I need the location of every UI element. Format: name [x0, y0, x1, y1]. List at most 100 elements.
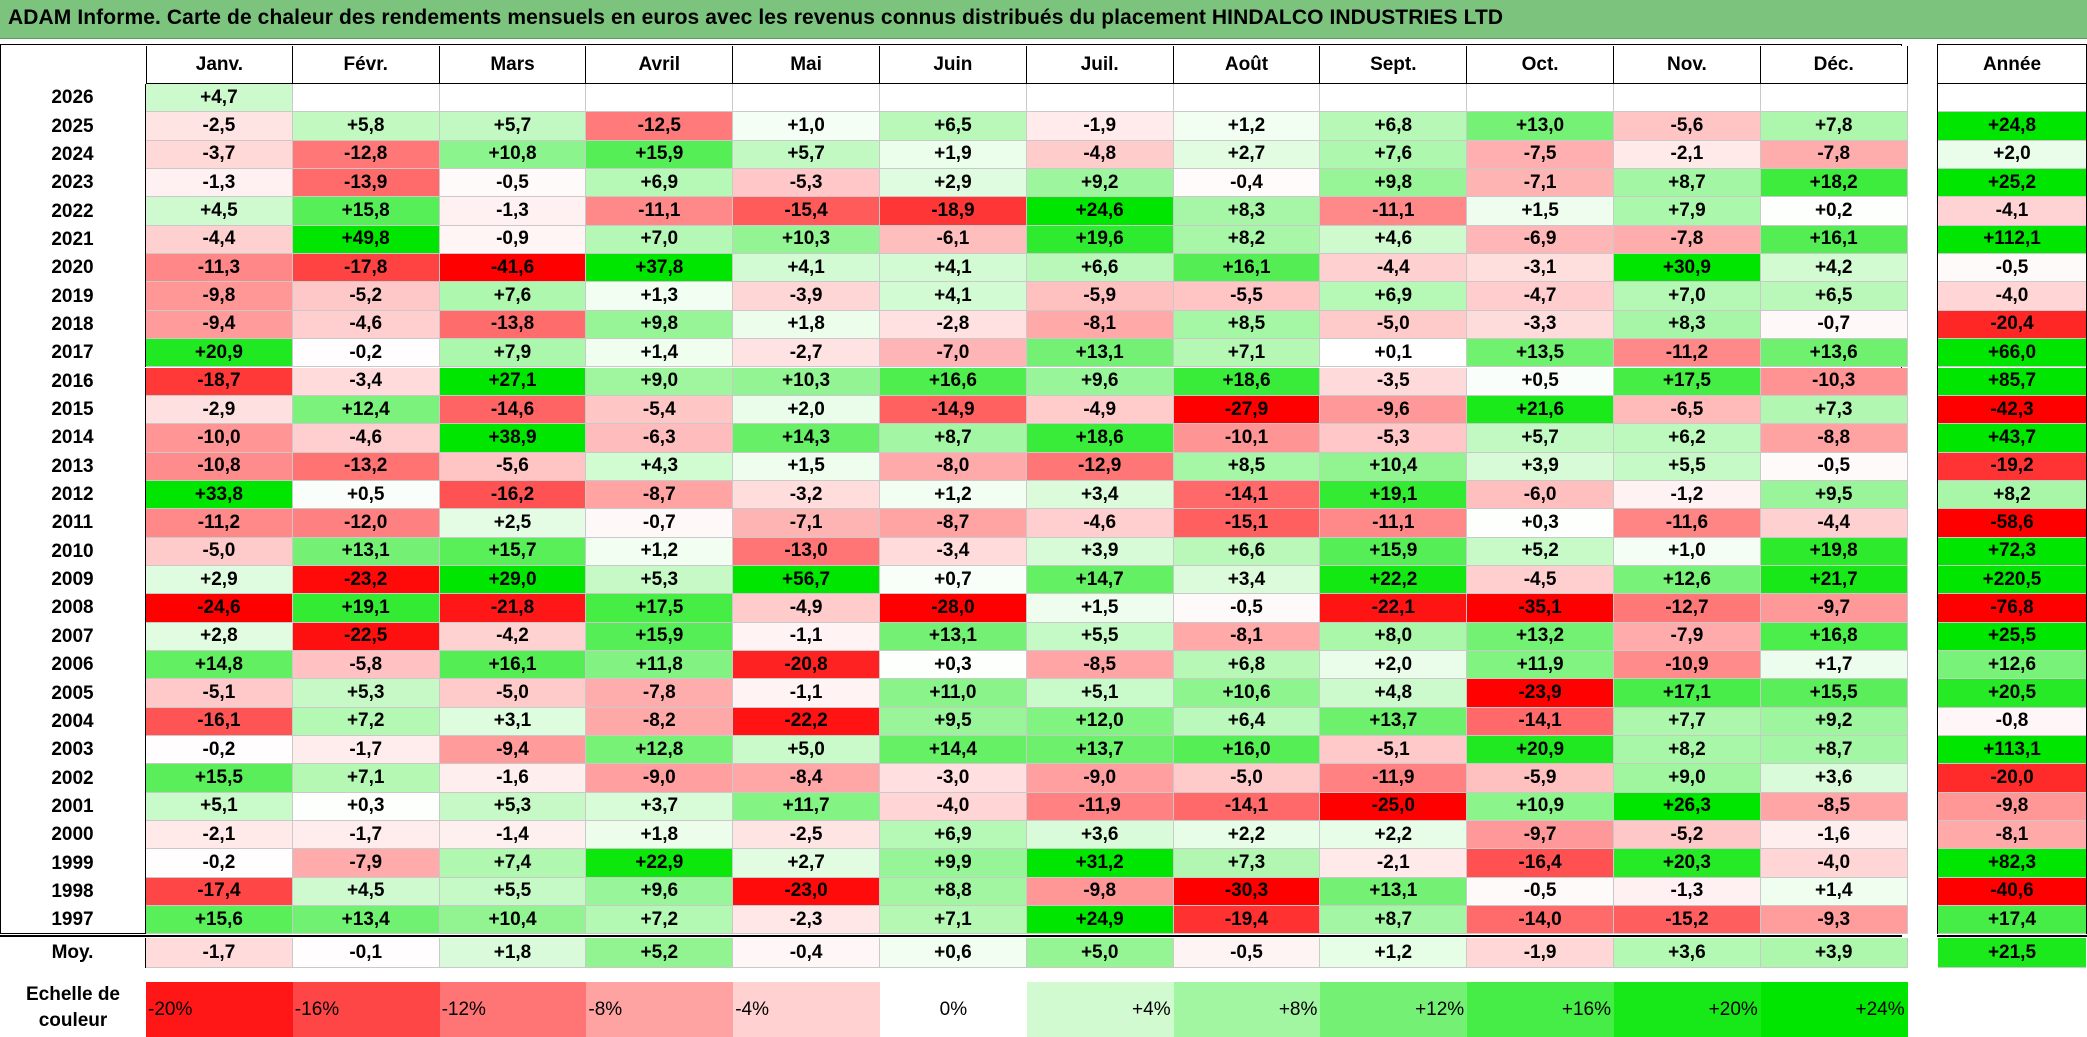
heatmap-cell: -5,2: [292, 282, 440, 311]
annual-cell: +220,5: [1938, 565, 2086, 595]
heatmap-cell: +7,0: [1614, 282, 1761, 311]
heatmap-cell: -6,1: [880, 225, 1027, 255]
heatmap-cell: +8,7: [1320, 906, 1468, 935]
annual-header: Année: [1938, 46, 2086, 84]
heatmap-cell: -10,0: [146, 424, 293, 453]
heatmap-cell: -15,1: [1173, 509, 1321, 538]
heatmap-cell: -7,1: [1467, 169, 1614, 198]
heatmap-cell: +12,6: [1614, 565, 1761, 595]
scale-step: +4%: [1026, 982, 1174, 1037]
heatmap-cell: +7,1: [1173, 339, 1321, 368]
heatmap-cell: +37,8: [586, 254, 734, 283]
year-label: 2001: [0, 792, 146, 822]
heatmap-cell: +13,2: [1467, 622, 1614, 651]
heatmap-cell: -5,8: [292, 651, 440, 680]
heatmap-cell: +14,8: [146, 651, 293, 680]
month-header: Avril: [586, 46, 734, 84]
heatmap-cell: +0,2: [1760, 197, 1908, 226]
year-label: 2014: [0, 424, 146, 453]
annual-cell: +2,0: [1938, 140, 2086, 170]
heatmap-cell: +33,8: [146, 480, 293, 510]
heatmap-cell: +20,9: [1467, 736, 1614, 765]
heatmap-cell: -7,5: [1467, 140, 1614, 170]
annual-cell: -9,8: [1938, 792, 2086, 822]
heatmap-cell: +26,3: [1614, 792, 1761, 822]
year-label: 2018: [0, 310, 146, 340]
scale-step: -8%: [586, 982, 734, 1037]
heatmap-cell: +11,7: [733, 792, 880, 822]
heatmap-cell: +18,6: [1026, 424, 1174, 453]
heatmap-cell: +9,8: [586, 310, 734, 340]
heatmap-cell: -7,8: [1760, 140, 1908, 170]
heatmap-cell: -5,5: [1173, 282, 1321, 311]
heatmap-cell: -0,9: [439, 225, 587, 255]
average-cell: -0,1: [292, 938, 440, 968]
annual-cell: -20,0: [1938, 764, 2086, 793]
heatmap-cell: -8,1: [1173, 622, 1321, 651]
heatmap-cell: +4,1: [880, 254, 1027, 283]
heatmap-cell: -30,3: [1173, 877, 1321, 907]
heatmap-cell: [1467, 84, 1614, 113]
heatmap-cell: -4,0: [880, 792, 1027, 822]
average-annual-cell: +21,5: [1938, 938, 2086, 968]
heatmap-cell: +13,4: [292, 906, 440, 935]
heatmap-cell: -9,6: [1320, 395, 1468, 425]
heatmap-cell: +1,4: [586, 339, 734, 368]
heatmap-cell: -9,8: [146, 282, 293, 311]
annual-cell: +72,3: [1938, 537, 2086, 566]
heatmap-cell: -4,2: [439, 622, 587, 651]
heatmap-cell: -9,0: [586, 764, 734, 793]
heatmap-cell: +22,9: [586, 849, 734, 878]
heatmap-cell: +16,1: [439, 651, 587, 680]
heatmap-cell: -11,1: [1320, 509, 1468, 538]
heatmap-cell: -5,2: [1614, 821, 1761, 850]
heatmap-cell: -3,1: [1467, 254, 1614, 283]
heatmap-cell: -17,4: [146, 877, 293, 907]
heatmap-cell: +4,7: [146, 84, 293, 113]
heatmap-cell: -6,9: [1467, 225, 1614, 255]
heatmap-cell: -14,1: [1467, 707, 1614, 737]
heatmap-cell: -8,2: [586, 707, 734, 737]
heatmap-cell: +5,5: [1026, 622, 1174, 651]
year-label: 2009: [0, 565, 146, 595]
heatmap-cell: +0,5: [1467, 367, 1614, 396]
month-header: Mars: [439, 46, 587, 84]
heatmap-cell: -4,9: [1026, 395, 1174, 425]
heatmap-cell: -12,7: [1614, 594, 1761, 623]
heatmap-cell: +4,1: [880, 282, 1027, 311]
heatmap-cell: -0,2: [292, 339, 440, 368]
month-header: Mai: [733, 46, 880, 84]
heatmap-cell: +7,7: [1614, 707, 1761, 737]
heatmap-cell: +3,9: [1026, 537, 1174, 566]
month-header: Oct.: [1467, 46, 1614, 84]
month-header: Sept.: [1320, 46, 1468, 84]
heatmap-cell: +19,6: [1026, 225, 1174, 255]
heatmap-cell: +14,4: [880, 736, 1027, 765]
heatmap-cell: +7,1: [292, 764, 440, 793]
heatmap-cell: -4,5: [1467, 565, 1614, 595]
heatmap-cell: +6,8: [1320, 112, 1468, 141]
heatmap-cell: -6,0: [1467, 480, 1614, 510]
heatmap-cell: +13,1: [292, 537, 440, 566]
heatmap-cell: +3,7: [586, 792, 734, 822]
year-label: 2024: [0, 140, 146, 170]
heatmap-cell: -9,3: [1760, 906, 1908, 935]
heatmap-cell: +3,9: [1467, 452, 1614, 481]
heatmap-cell: -9,4: [439, 736, 587, 765]
average-separator: [1937, 934, 2087, 937]
heatmap-cell: +38,9: [439, 424, 587, 453]
heatmap-cell: +8,7: [880, 424, 1027, 453]
heatmap-cell: -19,4: [1173, 906, 1321, 935]
heatmap-cell: -0,4: [1173, 169, 1321, 198]
heatmap-cell: -6,3: [586, 424, 734, 453]
heatmap-cell: -4,0: [1760, 849, 1908, 878]
annual-cell: +20,5: [1938, 679, 2086, 708]
heatmap-cell: +15,6: [146, 906, 293, 935]
heatmap-cell: +7,2: [292, 707, 440, 737]
heatmap-cell: +8,3: [1614, 310, 1761, 340]
heatmap-cell: +5,7: [733, 140, 880, 170]
heatmap-cell: +1,8: [733, 310, 880, 340]
heatmap-cell: +19,1: [292, 594, 440, 623]
annual-cell: +17,4: [1938, 906, 2086, 935]
heatmap-cell: -1,1: [733, 679, 880, 708]
